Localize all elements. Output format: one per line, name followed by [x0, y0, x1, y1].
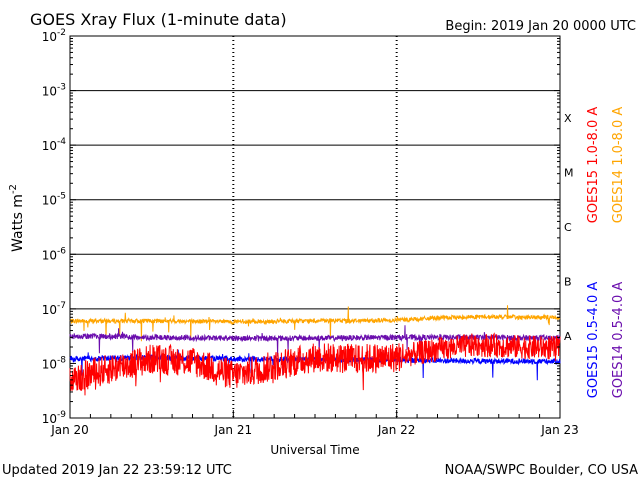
series-line-goes14-0-5-4-0-a: [69, 325, 561, 357]
legend-entry: GOES15 1.0-8.0 A: [586, 107, 601, 224]
y-tick-label: 10-9: [42, 410, 67, 426]
y-tick-label: 10-4: [42, 137, 67, 153]
y-axis-label: Watts m-2: [8, 184, 26, 252]
credit-text: NOAA/SWPC Boulder, CO USA: [445, 463, 638, 478]
y-axis-label-exponent: -2: [8, 184, 19, 194]
x-axis-ticks: Jan 20 Jan 21 Jan 22 Jan 23: [50, 410, 579, 437]
legend-entry: GOES14 0.5-4.0 A: [611, 282, 626, 399]
y-tick-label: 10-6: [42, 246, 67, 262]
flare-class-label: C: [564, 221, 572, 234]
flare-class-label: X: [564, 112, 572, 125]
x-tick-label: Jan 20: [50, 423, 89, 437]
svg-text:Watts m-2: Watts m-2: [8, 184, 26, 252]
y-tick-label: 10-7: [42, 301, 66, 317]
y-axis-label-text: Watts m: [10, 194, 26, 252]
flare-class-label: A: [564, 330, 572, 343]
series-line-goes15-1-0-8-0-a: [69, 332, 561, 396]
x-tick-label: Jan 23: [540, 423, 579, 437]
y-tick-label: 10-3: [42, 83, 66, 99]
y-tick-label: 10-2: [42, 28, 66, 44]
flare-class-labels: A B C M X: [564, 112, 574, 343]
flare-class-label: B: [564, 276, 572, 289]
flare-class-label: M: [564, 166, 574, 179]
x-axis-label: Universal Time: [270, 443, 359, 457]
begin-time: Begin: 2019 Jan 20 0000 UTC: [445, 19, 636, 34]
y-tick-label: 10-5: [42, 192, 66, 208]
legend-entry: GOES14 1.0-8.0 A: [611, 107, 626, 224]
x-tick-label: Jan 22: [377, 423, 416, 437]
series-line-goes14-1-0-8-0-a: [69, 305, 561, 342]
x-tick-label: Jan 21: [214, 423, 253, 437]
series-layer: [69, 305, 561, 396]
y-axis-ticks: 10-9 10-8 10-7 10-6 10-5 10-4 10-3 10-2: [42, 28, 560, 426]
legend: GOES15 1.0-8.0 A GOES14 1.0-8.0 A GOES15 0…: [586, 107, 626, 399]
y-tick-label: 10-8: [42, 355, 67, 371]
chart-title: GOES Xray Flux (1-minute data): [30, 10, 287, 29]
updated-timestamp: Updated 2019 Jan 22 23:59:12 UTC: [2, 463, 232, 478]
legend-entry: GOES15 0.5-4.0 A: [586, 282, 601, 399]
